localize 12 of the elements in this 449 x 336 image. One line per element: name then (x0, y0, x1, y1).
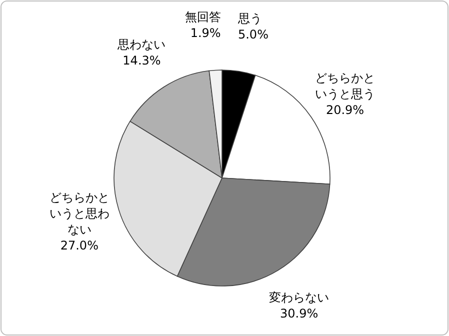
slice-label: 思う (236, 12, 262, 26)
data-label: 30.9% (280, 306, 318, 321)
data-label: 27.0% (60, 238, 98, 252)
data-label: 14.3% (122, 53, 161, 68)
data-label: 5.0% (238, 28, 268, 42)
data-label: 1.9% (190, 26, 221, 40)
slice-label: 変わらない (269, 290, 330, 305)
slice-label: 無回答 (184, 10, 221, 24)
slice-label: どちらかというと思わない (49, 190, 110, 236)
slice-label: 思わない (116, 37, 166, 52)
data-label: 20.9% (326, 102, 364, 117)
slice-label: どちらかというと思う (315, 70, 376, 101)
